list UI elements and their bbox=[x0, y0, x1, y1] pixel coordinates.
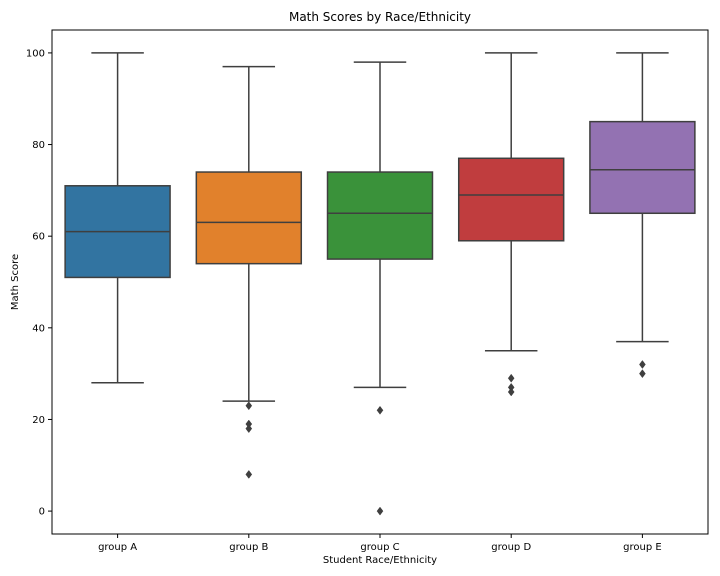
outlier-group-b-3 bbox=[245, 470, 253, 479]
x-tick-label-group-e: group E bbox=[623, 542, 662, 553]
y-tick-label-80: 80 bbox=[32, 140, 45, 151]
x-axis-label: Student Race/Ethnicity bbox=[323, 555, 437, 566]
plot-area bbox=[64, 52, 696, 516]
iqr-box-group-c bbox=[326, 171, 434, 260]
y-tick-label-60: 60 bbox=[32, 232, 45, 243]
y-tick-label-20: 20 bbox=[32, 415, 45, 426]
outlier-group-e-1 bbox=[639, 369, 646, 379]
iqr-box-group-b bbox=[195, 171, 303, 265]
y-tick-label-40: 40 bbox=[32, 323, 45, 334]
outlier-group-c-1 bbox=[376, 506, 384, 516]
y-tick-label-0: 0 bbox=[39, 507, 45, 518]
outlier-group-c-0 bbox=[376, 405, 384, 415]
outlier-group-d-0 bbox=[507, 373, 515, 383]
outlier-group-b-0 bbox=[245, 401, 253, 411]
x-tick-label-group-c: group C bbox=[360, 542, 399, 553]
iqr-box-group-e bbox=[589, 120, 696, 215]
x-tick-label-group-a: group A bbox=[98, 542, 137, 553]
box-group-b bbox=[195, 65, 303, 479]
outlier-group-b-2 bbox=[245, 424, 253, 434]
outlier-group-d-2 bbox=[507, 387, 515, 397]
y-tick-label-100: 100 bbox=[26, 48, 45, 59]
x-tick-label-group-d: group D bbox=[491, 542, 531, 553]
box-group-d bbox=[457, 52, 565, 397]
y-axis-label: Math Score bbox=[10, 254, 21, 310]
chart-title: Math Scores by Race/Ethnicity bbox=[289, 10, 471, 24]
box-group-a bbox=[64, 52, 171, 384]
iqr-box-group-d bbox=[457, 157, 565, 242]
box-group-c bbox=[326, 61, 434, 516]
outlier-group-e-0 bbox=[639, 360, 646, 369]
box-group-e bbox=[589, 52, 696, 379]
x-axis: group A group B group C group D group E bbox=[98, 534, 662, 553]
x-tick-label-group-b: group B bbox=[229, 542, 268, 553]
y-axis: 0 20 40 60 80 100 bbox=[26, 48, 52, 518]
